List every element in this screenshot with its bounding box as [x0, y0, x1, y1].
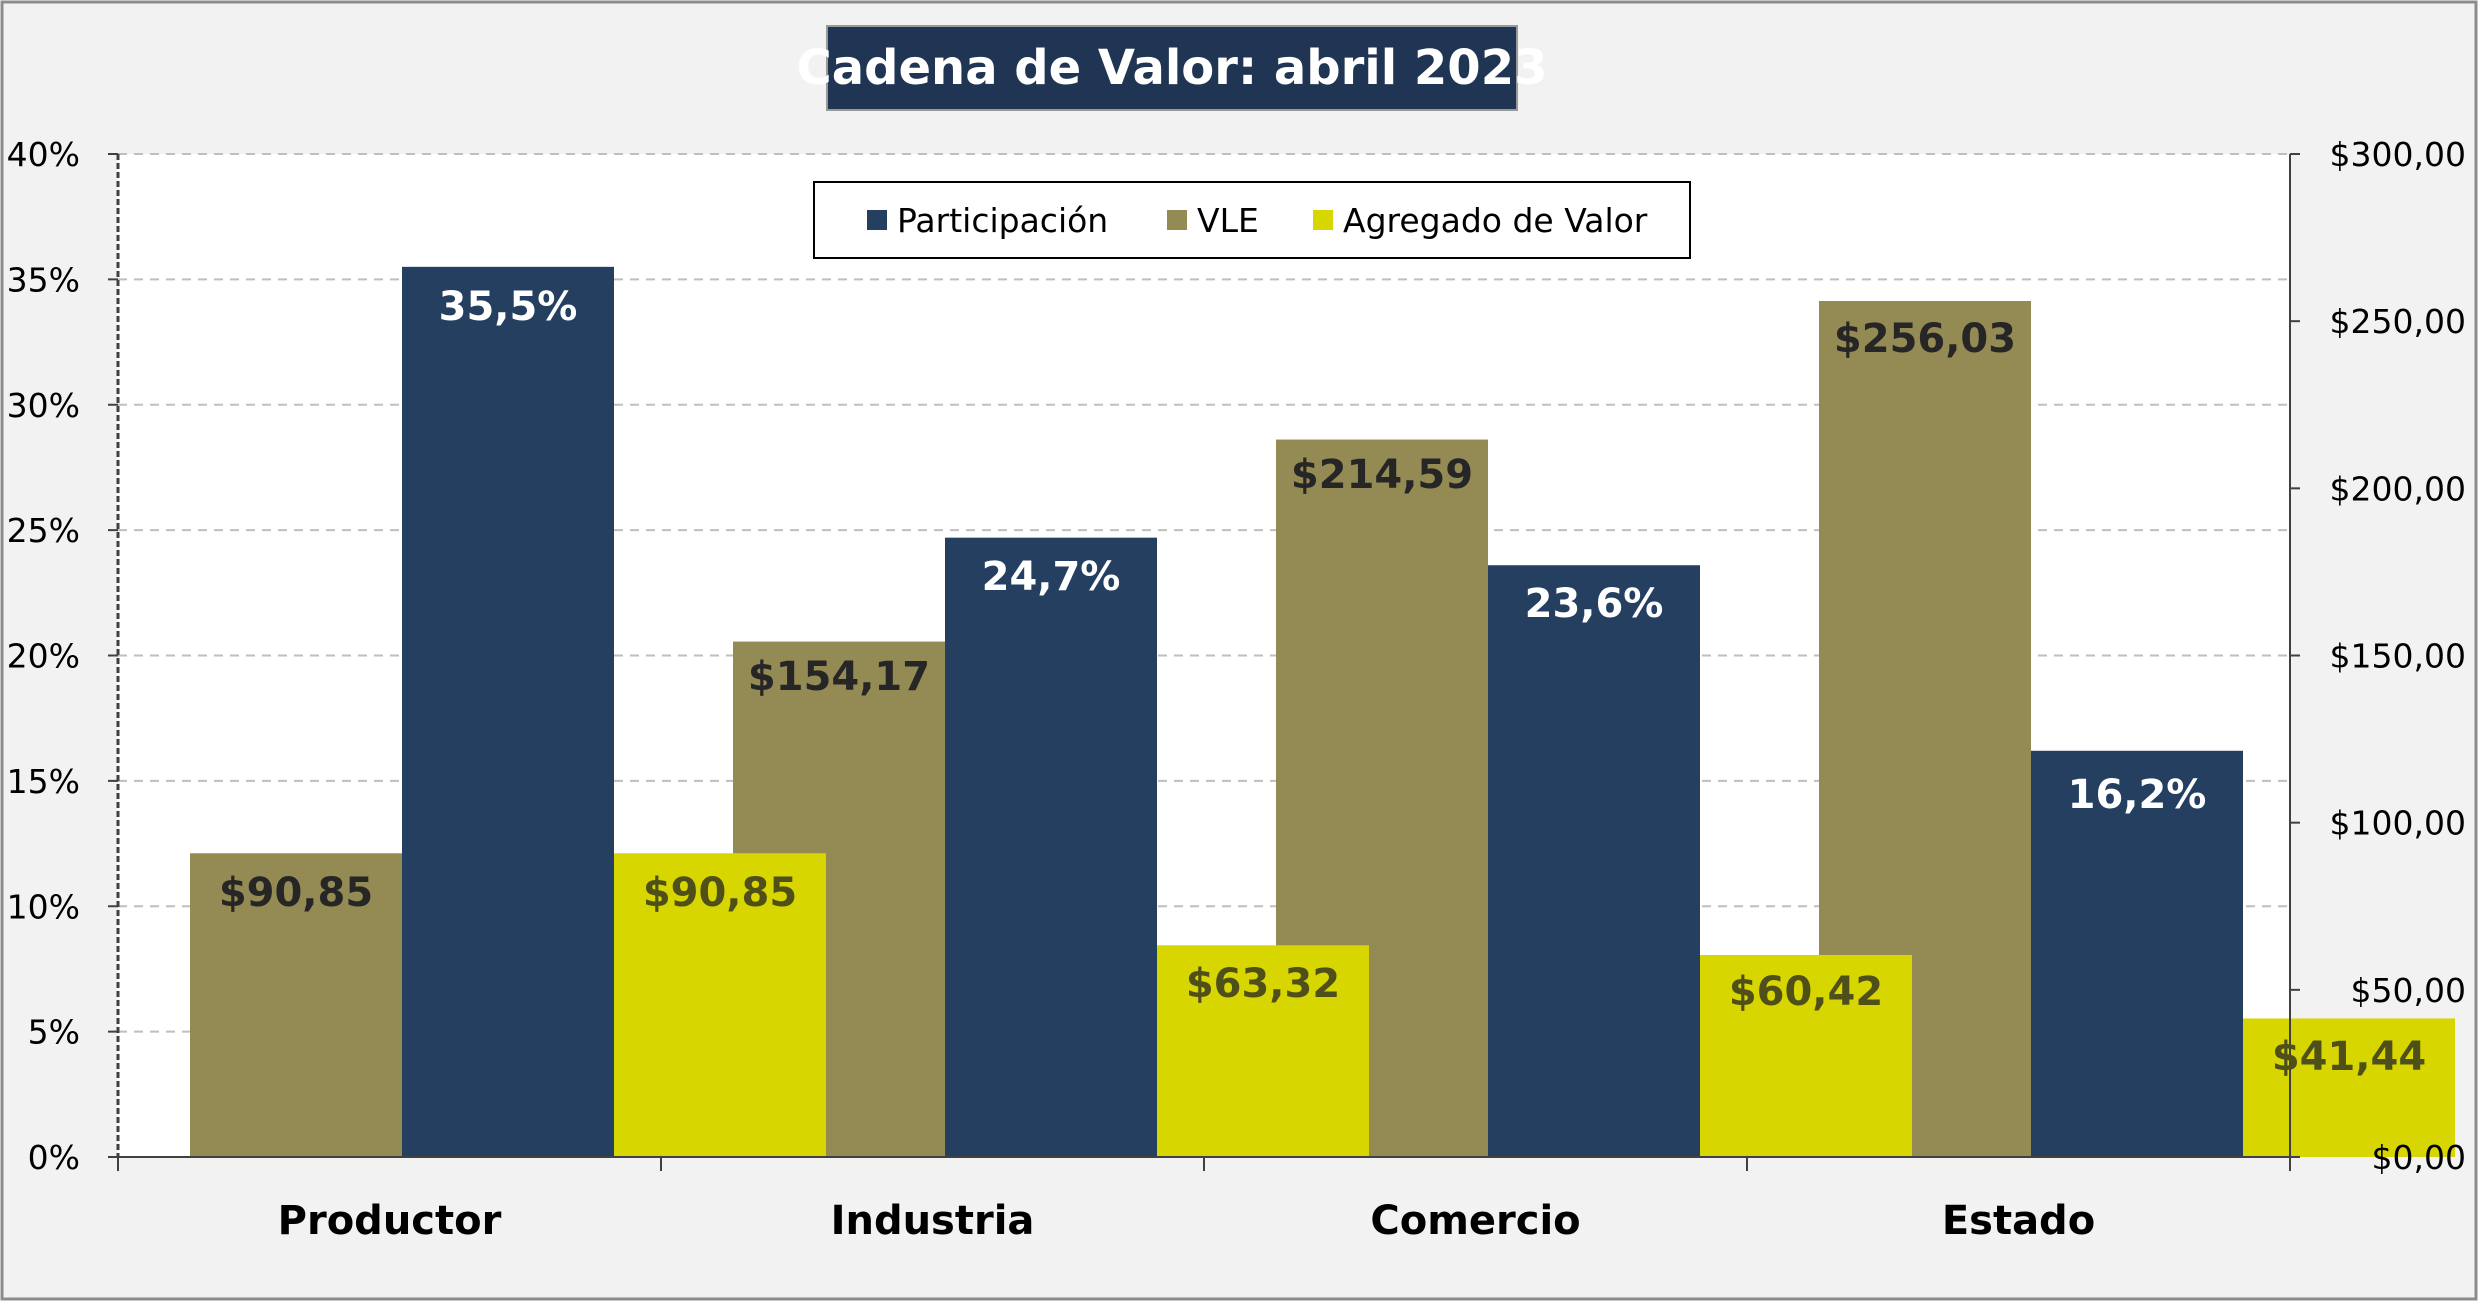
data-label: $90,85 — [219, 870, 373, 916]
data-label: $63,32 — [1186, 961, 1340, 1007]
bar-0-2 — [1488, 565, 1700, 1157]
y-right-tick-label: $50,00 — [2351, 971, 2466, 1010]
title-text: Cadena de Valor: abril 2023 — [797, 40, 1548, 96]
data-label: 23,6% — [1525, 581, 1664, 627]
y-left-tick-label: 0% — [28, 1138, 80, 1177]
data-label: 16,2% — [2068, 772, 2207, 818]
legend-box — [813, 181, 1691, 259]
bar-0-3 — [2031, 750, 2243, 1157]
y-right-tick-label: $250,00 — [2330, 302, 2466, 341]
y-left-tick-label: 5% — [28, 1013, 80, 1052]
bar-2-3 — [2243, 1018, 2455, 1157]
bar-1-0 — [190, 853, 402, 1157]
chart-title: Cadena de Valor: abril 2023 — [797, 25, 1548, 111]
y-right-tick-label: $300,00 — [2330, 135, 2466, 174]
legend-swatch-participacion — [867, 210, 887, 230]
y-right-tick-label: $150,00 — [2330, 637, 2466, 676]
bar-2-2 — [1700, 954, 1912, 1157]
data-label: 35,5% — [439, 284, 578, 330]
data-label: $214,59 — [1291, 452, 1473, 498]
data-label: $154,17 — [748, 654, 930, 700]
y-left-tick-label: 10% — [7, 887, 80, 926]
bar-2-0 — [614, 853, 826, 1157]
data-labels: 35,5% 24,7% 23,6% 16,2% $90,85 $154,17 $214,59… — [219, 284, 2426, 1080]
axes: 0% 5% 10% 15% 20% 25% 30% 35% 40% $0,00 $50,00 $100… — [7, 135, 2466, 1244]
title-box — [826, 25, 1518, 111]
data-label: $256,03 — [1834, 316, 2016, 362]
legend-label-vle: VLE — [1197, 201, 1259, 240]
data-label: $90,85 — [643, 870, 797, 916]
data-label: $41,44 — [2272, 1034, 2426, 1080]
y-right-tick-label: $0,00 — [2372, 1138, 2466, 1177]
legend-label-participacion: Participación — [897, 201, 1108, 240]
y-left-tick-label: 40% — [7, 135, 80, 174]
legend-label-agregado: Agregado de Valor — [1343, 201, 1648, 240]
y-left-tick-label: 20% — [7, 637, 80, 676]
legend-swatch-agregado — [1313, 210, 1333, 230]
x-category-label: Productor — [278, 1198, 502, 1244]
bar-0-0 — [402, 266, 614, 1157]
y-right-tick-label: $200,00 — [2330, 469, 2466, 508]
bar-0-1 — [945, 537, 1157, 1157]
y-left-tick-label: 25% — [7, 511, 80, 550]
y-right-tick-label: $100,00 — [2330, 804, 2466, 843]
y-left-tick-label: 15% — [7, 762, 80, 801]
y-left-tick-label: 30% — [7, 386, 80, 425]
x-category-label: Industria — [831, 1198, 1035, 1244]
legend: Participación VLE Agregado de Valor — [813, 181, 1691, 259]
x-category-label: Estado — [1942, 1198, 2095, 1244]
bars — [190, 266, 2455, 1158]
bar-2-1 — [1157, 945, 1369, 1157]
data-label: 24,7% — [982, 554, 1121, 600]
data-label: $60,42 — [1729, 969, 1883, 1015]
x-category-label: Comercio — [1370, 1198, 1580, 1244]
y-left-tick-label: 35% — [7, 260, 80, 299]
legend-swatch-vle — [1167, 210, 1187, 230]
